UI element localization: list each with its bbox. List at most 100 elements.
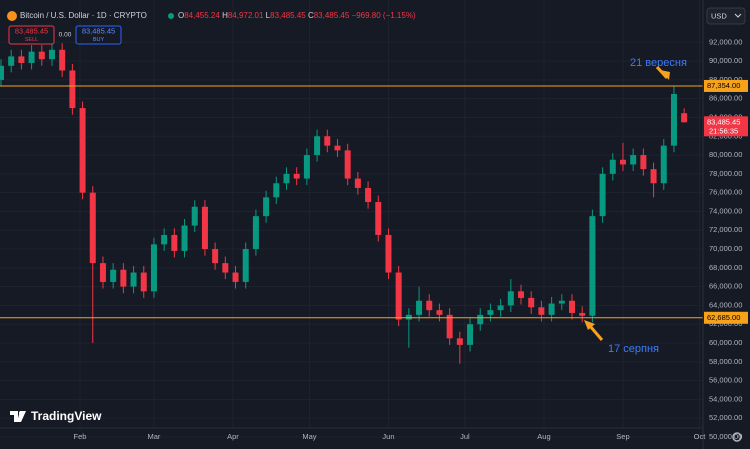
arrow xyxy=(588,325,604,341)
candle-body xyxy=(558,300,565,304)
candle-body xyxy=(18,56,25,63)
candle-body xyxy=(28,51,35,63)
candle-body xyxy=(609,159,616,174)
change: −969.80 (−1.15%) xyxy=(352,11,416,20)
candle-body xyxy=(681,113,688,123)
candle-body xyxy=(273,183,280,198)
y-tick-label: 76,000.00 xyxy=(709,188,742,197)
candle-body xyxy=(395,272,402,320)
candle-body xyxy=(599,173,606,217)
sell-price[interactable]: 83,485.45 xyxy=(15,26,48,35)
y-tick-label: 58,000.00 xyxy=(709,357,742,366)
candle-body xyxy=(79,108,86,193)
candle-body xyxy=(8,56,15,66)
candle-body xyxy=(487,310,494,315)
candle-body xyxy=(161,234,168,245)
y-tick-label: 90,000.00 xyxy=(709,56,742,65)
symbol: Bitcoin / U.S. Dollar · 1D · CRYPTO xyxy=(20,11,147,20)
candle-body xyxy=(660,145,667,184)
last-price-box xyxy=(704,116,748,137)
price-label: 87,354.00 xyxy=(707,81,740,90)
label: L xyxy=(266,11,271,20)
x-tick-label: Jun xyxy=(382,432,394,441)
x-tick-label: Oct xyxy=(694,432,707,441)
x-tick-label: Jul xyxy=(460,432,470,441)
candle-body xyxy=(222,263,229,273)
logo: TradingView xyxy=(10,409,102,423)
currency-select[interactable]: USD xyxy=(706,7,746,25)
candle-body xyxy=(324,136,331,146)
candle-body xyxy=(456,338,463,345)
buy-price[interactable]: 83,485.45 xyxy=(82,26,115,35)
candle-body xyxy=(293,173,300,179)
candle-body xyxy=(110,269,117,282)
candle-body xyxy=(263,197,270,217)
candle-body xyxy=(467,324,474,345)
countdown: 21:56:35 xyxy=(709,126,738,135)
arrow xyxy=(655,65,669,80)
candle-body xyxy=(477,314,484,325)
candle-body xyxy=(436,310,443,315)
x-tick-label: Apr xyxy=(227,432,239,441)
candle-body xyxy=(314,136,321,156)
candle-body xyxy=(140,272,147,292)
sell-label[interactable]: SELL xyxy=(25,37,38,43)
currency[interactable]: USD xyxy=(711,11,727,20)
value: 84,972.01 xyxy=(228,11,264,20)
x-tick-label: Aug xyxy=(537,432,550,441)
y-tick-label: 80,000.00 xyxy=(709,150,742,159)
y-tick-label: 52,000.00 xyxy=(709,413,742,422)
buy-label[interactable]: BUY xyxy=(93,37,105,43)
logo-text: TradingView xyxy=(31,409,102,423)
candle-body xyxy=(426,300,433,311)
annotation: 17 серпня xyxy=(608,343,659,355)
candle-body xyxy=(252,216,259,250)
y-tick-label: 86,000.00 xyxy=(709,94,742,103)
candle-body xyxy=(232,272,239,282)
arrow xyxy=(584,320,595,330)
candle-body xyxy=(538,307,545,315)
ohlc: O84,455.24 H84,972.01 L83,485.45 C83,485… xyxy=(178,11,416,20)
candle-body xyxy=(89,192,96,264)
y-tick-label: 50,000.00 xyxy=(709,432,742,441)
candle-body xyxy=(171,234,178,251)
buy-button[interactable]: 83,485.45 BUY xyxy=(75,25,122,45)
candle-body xyxy=(59,49,66,71)
candle-body xyxy=(405,314,412,320)
y-tick-label: 54,000.00 xyxy=(709,394,742,403)
buy-box[interactable] xyxy=(75,25,122,45)
value: 83,485.45 xyxy=(270,11,306,20)
candle-body xyxy=(99,263,106,282)
candle-body xyxy=(120,269,127,287)
candle-body xyxy=(589,216,596,316)
candle-body xyxy=(334,145,341,151)
x-tick-label: Mar xyxy=(147,432,160,441)
candle-body xyxy=(150,244,157,292)
candle-body xyxy=(548,303,555,315)
candle-body xyxy=(365,187,372,203)
candle-body xyxy=(416,300,423,315)
candle-body xyxy=(38,51,45,60)
candle-body xyxy=(212,249,219,264)
y-tick-label: 74,000.00 xyxy=(709,206,742,215)
candle-body xyxy=(528,297,535,308)
candle-body xyxy=(375,202,382,235)
candle-body xyxy=(130,272,137,287)
label: O xyxy=(178,11,184,20)
y-tick-label: 72,000.00 xyxy=(709,225,742,234)
dropdown-icon[interactable] xyxy=(734,13,742,18)
candle-body xyxy=(181,225,188,251)
candle-body xyxy=(69,70,76,109)
price-label: 62,685.00 xyxy=(707,313,740,322)
settings-icon[interactable] xyxy=(732,432,742,442)
candle-body xyxy=(497,305,504,311)
label: H xyxy=(222,11,228,20)
currency-box[interactable] xyxy=(706,7,746,25)
sell-box[interactable] xyxy=(8,25,55,45)
candle-body xyxy=(303,155,310,179)
sell-button[interactable]: 83,485.45 SELL xyxy=(8,25,55,45)
candle-body xyxy=(354,178,361,188)
axis: 50,000.00 52,000.00 54,000.00 56,000.00 58,0… xyxy=(74,37,748,441)
